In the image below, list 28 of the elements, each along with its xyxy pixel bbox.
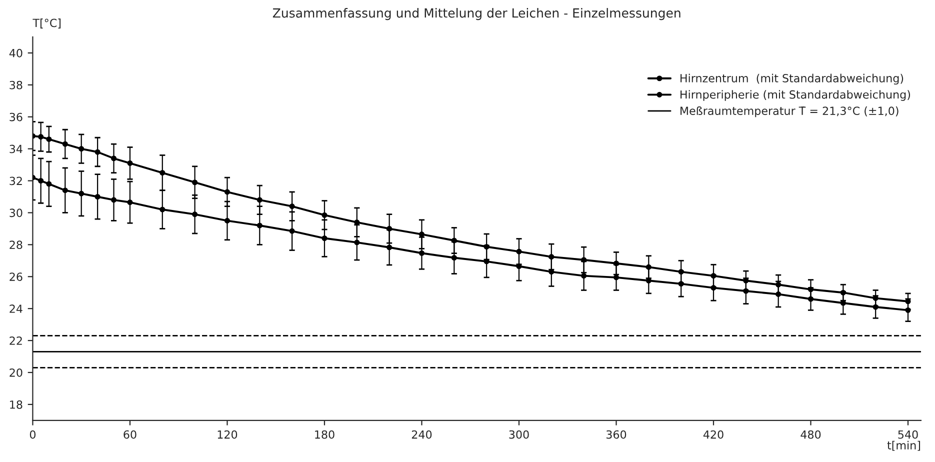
y-tick-label: 32 [10,176,22,186]
x-tick-label: 540 [898,430,918,439]
x-axis-title: t[min] [887,440,920,451]
y-tick-label: 40 [9,48,22,58]
y-tick-label: 38 [10,80,22,90]
x-tick-label: 240 [412,430,432,439]
y-tick-label: 34 [10,144,22,154]
x-tick-label: 180 [315,430,334,439]
y-tick-label: 20 [10,368,22,377]
y-tick-label: 18 [10,400,22,409]
y-tick-label: 36 [10,112,22,122]
y-tick-label: 26 [10,272,22,281]
x-tick-label: 0 [30,430,36,439]
y-tick-label: 30 [10,208,22,218]
x-tick-label: 420 [703,430,724,439]
chart-title: Zusammenfassung und Mittelung der Leichen - Einzelmessungen [272,8,680,20]
legend-label: Meßraumtemperatur T̄ = 21,3°C (±1,0) [680,106,898,118]
x-tick-label: 300 [509,430,529,439]
y-tick-label: 24 [10,304,22,313]
y-tick-label: 28 [10,240,22,250]
x-tick-label: 120 [218,430,238,439]
x-tick-label: 480 [800,430,821,439]
x-tick-label: 60 [124,430,136,439]
legend-label: Hirnperipherie (mit Standardabweichung) [680,90,910,101]
y-tick-label: 22 [10,336,22,345]
y-axis-title: T[°C] [32,18,61,28]
legend-label: Hirnzentrum (mit Standardabweichung) [680,74,904,85]
x-tick-label: 360 [606,430,626,439]
